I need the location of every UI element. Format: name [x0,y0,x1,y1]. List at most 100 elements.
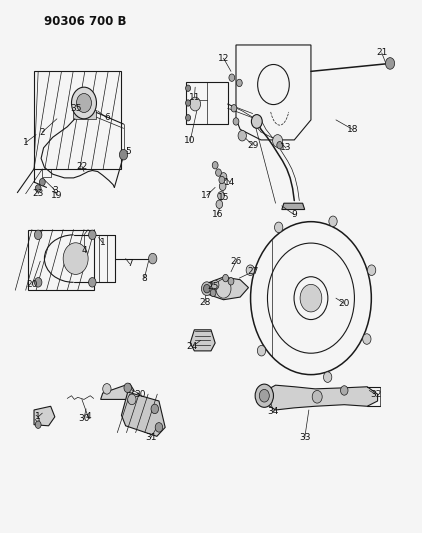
Text: 11: 11 [189,93,200,102]
Text: 30: 30 [135,390,146,399]
Text: 12: 12 [218,54,229,63]
Text: 3: 3 [52,185,58,195]
Text: 20: 20 [26,280,38,289]
Circle shape [76,93,92,112]
Text: 31: 31 [145,433,157,442]
Text: 14: 14 [224,177,235,187]
Text: 27: 27 [247,267,258,276]
Text: 2: 2 [40,127,45,136]
Polygon shape [207,277,249,300]
Circle shape [274,222,283,232]
Text: 24: 24 [187,342,198,351]
Circle shape [103,384,111,394]
Text: 1: 1 [35,413,41,421]
Circle shape [385,58,395,69]
Circle shape [201,282,212,295]
Polygon shape [34,406,55,426]
Circle shape [362,334,371,344]
Text: 16: 16 [211,211,223,219]
Circle shape [186,115,191,121]
Text: 23: 23 [32,189,44,198]
Circle shape [236,79,242,87]
Circle shape [329,216,337,227]
Circle shape [212,161,218,169]
Circle shape [277,141,283,149]
Circle shape [155,423,163,432]
Polygon shape [73,110,97,119]
Text: 26: 26 [230,257,242,266]
Circle shape [219,176,225,184]
Circle shape [190,97,200,111]
Text: 32: 32 [370,390,381,399]
Polygon shape [190,330,215,351]
Text: 13: 13 [280,143,292,152]
Text: 21: 21 [376,49,387,58]
Circle shape [124,383,132,393]
Text: 18: 18 [347,125,358,134]
Circle shape [186,100,191,106]
Circle shape [186,85,191,91]
Circle shape [273,135,283,147]
Circle shape [218,191,225,200]
Circle shape [233,118,239,125]
Circle shape [257,345,266,356]
Text: 29: 29 [247,141,258,150]
Text: 20: 20 [338,299,350,308]
Text: 25: 25 [207,282,219,291]
Circle shape [229,74,235,82]
Text: 22: 22 [76,162,87,171]
Circle shape [151,404,159,414]
Text: 7: 7 [127,260,133,268]
Circle shape [255,384,273,407]
Circle shape [220,173,227,181]
Text: 4: 4 [81,246,87,255]
Text: 1: 1 [100,238,106,247]
Circle shape [324,372,332,382]
Circle shape [259,390,269,402]
Polygon shape [100,384,134,399]
Circle shape [211,280,219,290]
Text: 90306 700 B: 90306 700 B [44,15,127,28]
Text: 9: 9 [292,211,297,219]
Text: 10: 10 [184,136,196,146]
Text: 6: 6 [104,113,110,122]
Circle shape [35,278,42,287]
Circle shape [203,285,210,293]
Circle shape [252,115,262,128]
Text: 19: 19 [51,191,62,200]
Circle shape [128,394,136,405]
Circle shape [89,278,96,287]
Circle shape [312,391,322,403]
Polygon shape [122,392,165,437]
Text: 5: 5 [125,147,130,156]
Circle shape [210,289,216,296]
Text: 17: 17 [201,191,213,200]
Circle shape [71,87,97,119]
Circle shape [119,149,128,160]
Circle shape [246,265,254,276]
Circle shape [216,200,223,208]
Circle shape [223,274,228,282]
Circle shape [89,230,96,240]
Polygon shape [261,385,378,410]
Text: 1: 1 [23,138,29,147]
Circle shape [300,285,322,312]
Text: 33: 33 [299,433,311,442]
Text: 8: 8 [141,273,147,282]
Text: 35: 35 [70,104,81,113]
Text: 30: 30 [78,414,90,423]
Polygon shape [282,203,305,209]
Circle shape [238,131,246,141]
Circle shape [35,421,41,429]
Circle shape [63,243,88,274]
Circle shape [216,169,222,176]
Circle shape [35,185,41,192]
Circle shape [39,179,45,186]
Text: 28: 28 [199,298,211,307]
Circle shape [341,386,348,395]
Circle shape [228,278,234,285]
Text: 34: 34 [268,407,279,416]
Circle shape [35,230,42,240]
Circle shape [231,104,237,112]
Circle shape [149,253,157,264]
